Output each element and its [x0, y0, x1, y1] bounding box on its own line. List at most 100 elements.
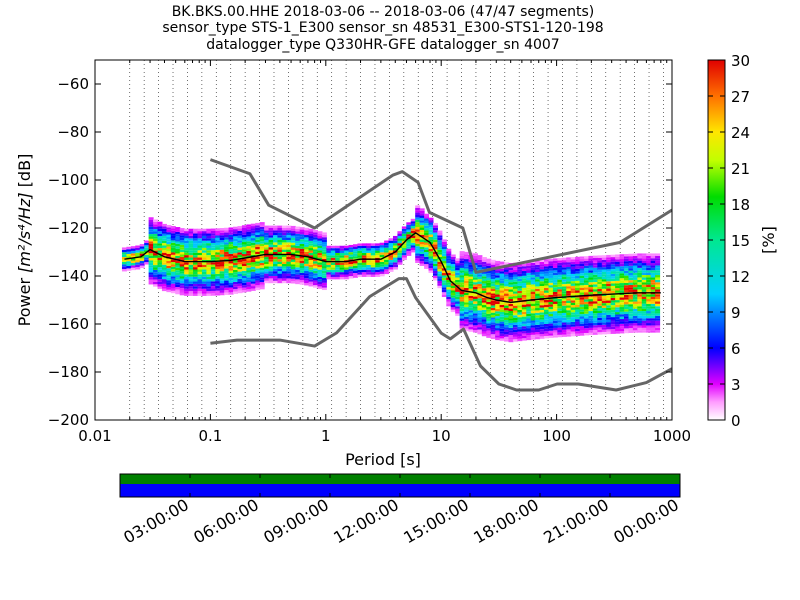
histogram-bin — [330, 250, 336, 253]
histogram-bin — [264, 240, 270, 243]
histogram-bin — [175, 272, 181, 276]
histogram-bin — [601, 324, 607, 328]
histogram-bin — [504, 339, 510, 342]
histogram-bin — [264, 254, 270, 257]
histogram-bin — [544, 271, 550, 274]
histogram-bin — [286, 252, 292, 255]
histogram-bin — [375, 250, 381, 253]
histogram-bin — [512, 288, 518, 292]
histogram-bin — [526, 270, 532, 273]
histogram-bin — [517, 314, 523, 318]
histogram-bin — [548, 282, 554, 286]
histogram-bin — [193, 245, 199, 248]
histogram-bin — [646, 289, 652, 292]
histogram-bin — [317, 243, 323, 246]
histogram-bin — [441, 280, 447, 283]
histogram-bin — [219, 232, 225, 236]
histogram-bin — [486, 299, 492, 302]
histogram-bin — [166, 224, 172, 228]
histogram-bin — [246, 262, 252, 266]
histogram-bin — [170, 266, 176, 270]
histogram-bin — [193, 255, 199, 258]
histogram-bin — [437, 254, 443, 257]
histogram-bin — [304, 283, 310, 286]
histogram-bin — [259, 222, 265, 225]
histogram-bin — [175, 263, 181, 266]
histogram-bin — [499, 268, 505, 272]
histogram-bin — [179, 271, 185, 274]
histogram-bin — [157, 233, 163, 237]
histogram-bin — [610, 278, 616, 282]
histogram-bin — [157, 231, 163, 234]
histogram-bin — [201, 286, 207, 289]
histogram-bin — [468, 269, 474, 272]
histogram-bin — [655, 279, 661, 283]
histogram-bin — [588, 332, 594, 336]
histogram-bin — [339, 276, 345, 280]
histogram-bin — [126, 249, 132, 252]
histogram-bin — [317, 248, 323, 251]
histogram-bin — [197, 235, 203, 239]
histogram-bin — [157, 228, 163, 232]
histogram-bin — [464, 271, 470, 274]
histogram-bin — [210, 264, 216, 267]
histogram-bin — [175, 246, 181, 249]
histogram-bin — [464, 259, 470, 262]
histogram-bin — [495, 292, 501, 295]
histogram-bin — [646, 263, 652, 266]
histogram-bin — [464, 266, 470, 269]
histogram-bin — [499, 302, 505, 305]
histogram-bin — [281, 242, 287, 245]
histogram-bin — [308, 262, 314, 265]
histogram-bin — [219, 244, 225, 248]
histogram-bin — [197, 279, 203, 282]
histogram-bin — [539, 312, 545, 315]
histogram-bin — [335, 250, 341, 253]
histogram-bin — [504, 269, 510, 272]
histogram-bin — [415, 231, 421, 235]
histogram-bin — [481, 321, 487, 325]
histogram-bin — [446, 294, 452, 297]
histogram-bin — [308, 245, 314, 249]
histogram-bin — [415, 258, 421, 261]
histogram-bin — [495, 332, 501, 336]
histogram-bin — [268, 271, 274, 274]
histogram-bin — [348, 244, 354, 248]
histogram-bin — [215, 228, 221, 231]
histogram-bin — [561, 284, 567, 287]
histogram-bin — [544, 319, 550, 322]
histogram-bin — [144, 242, 150, 246]
histogram-bin — [530, 277, 536, 280]
histogram-bin — [495, 282, 501, 285]
histogram-bin — [295, 240, 301, 244]
histogram-bin — [335, 276, 341, 280]
histogram-bin — [561, 317, 567, 321]
histogram-bin — [273, 268, 279, 272]
histogram-bin — [592, 301, 598, 304]
histogram-bin — [601, 303, 607, 306]
histogram-bin — [584, 287, 590, 290]
histogram-bin — [624, 309, 630, 312]
histogram-bin — [361, 262, 367, 265]
histogram-bin — [432, 256, 438, 259]
histogram-bin — [375, 248, 381, 251]
histogram-bin — [157, 250, 163, 253]
histogram-bin — [561, 320, 567, 323]
histogram-bin — [539, 288, 545, 291]
histogram-bin — [570, 317, 576, 320]
histogram-bin — [170, 286, 176, 289]
histogram-bin — [406, 234, 412, 237]
histogram-bin — [277, 230, 283, 233]
histogram-bin — [570, 281, 576, 284]
histogram-bin — [655, 323, 661, 326]
histogram-bin — [281, 271, 287, 274]
histogram-bin — [601, 312, 607, 316]
histogram-bin — [459, 263, 465, 266]
histogram-bin — [255, 246, 261, 250]
histogram-bin — [579, 330, 585, 334]
histogram-bin — [637, 296, 643, 300]
histogram-bin — [606, 307, 612, 311]
histogram-bin — [588, 267, 594, 271]
histogram-bin — [584, 320, 590, 324]
histogram-bin — [290, 278, 296, 282]
